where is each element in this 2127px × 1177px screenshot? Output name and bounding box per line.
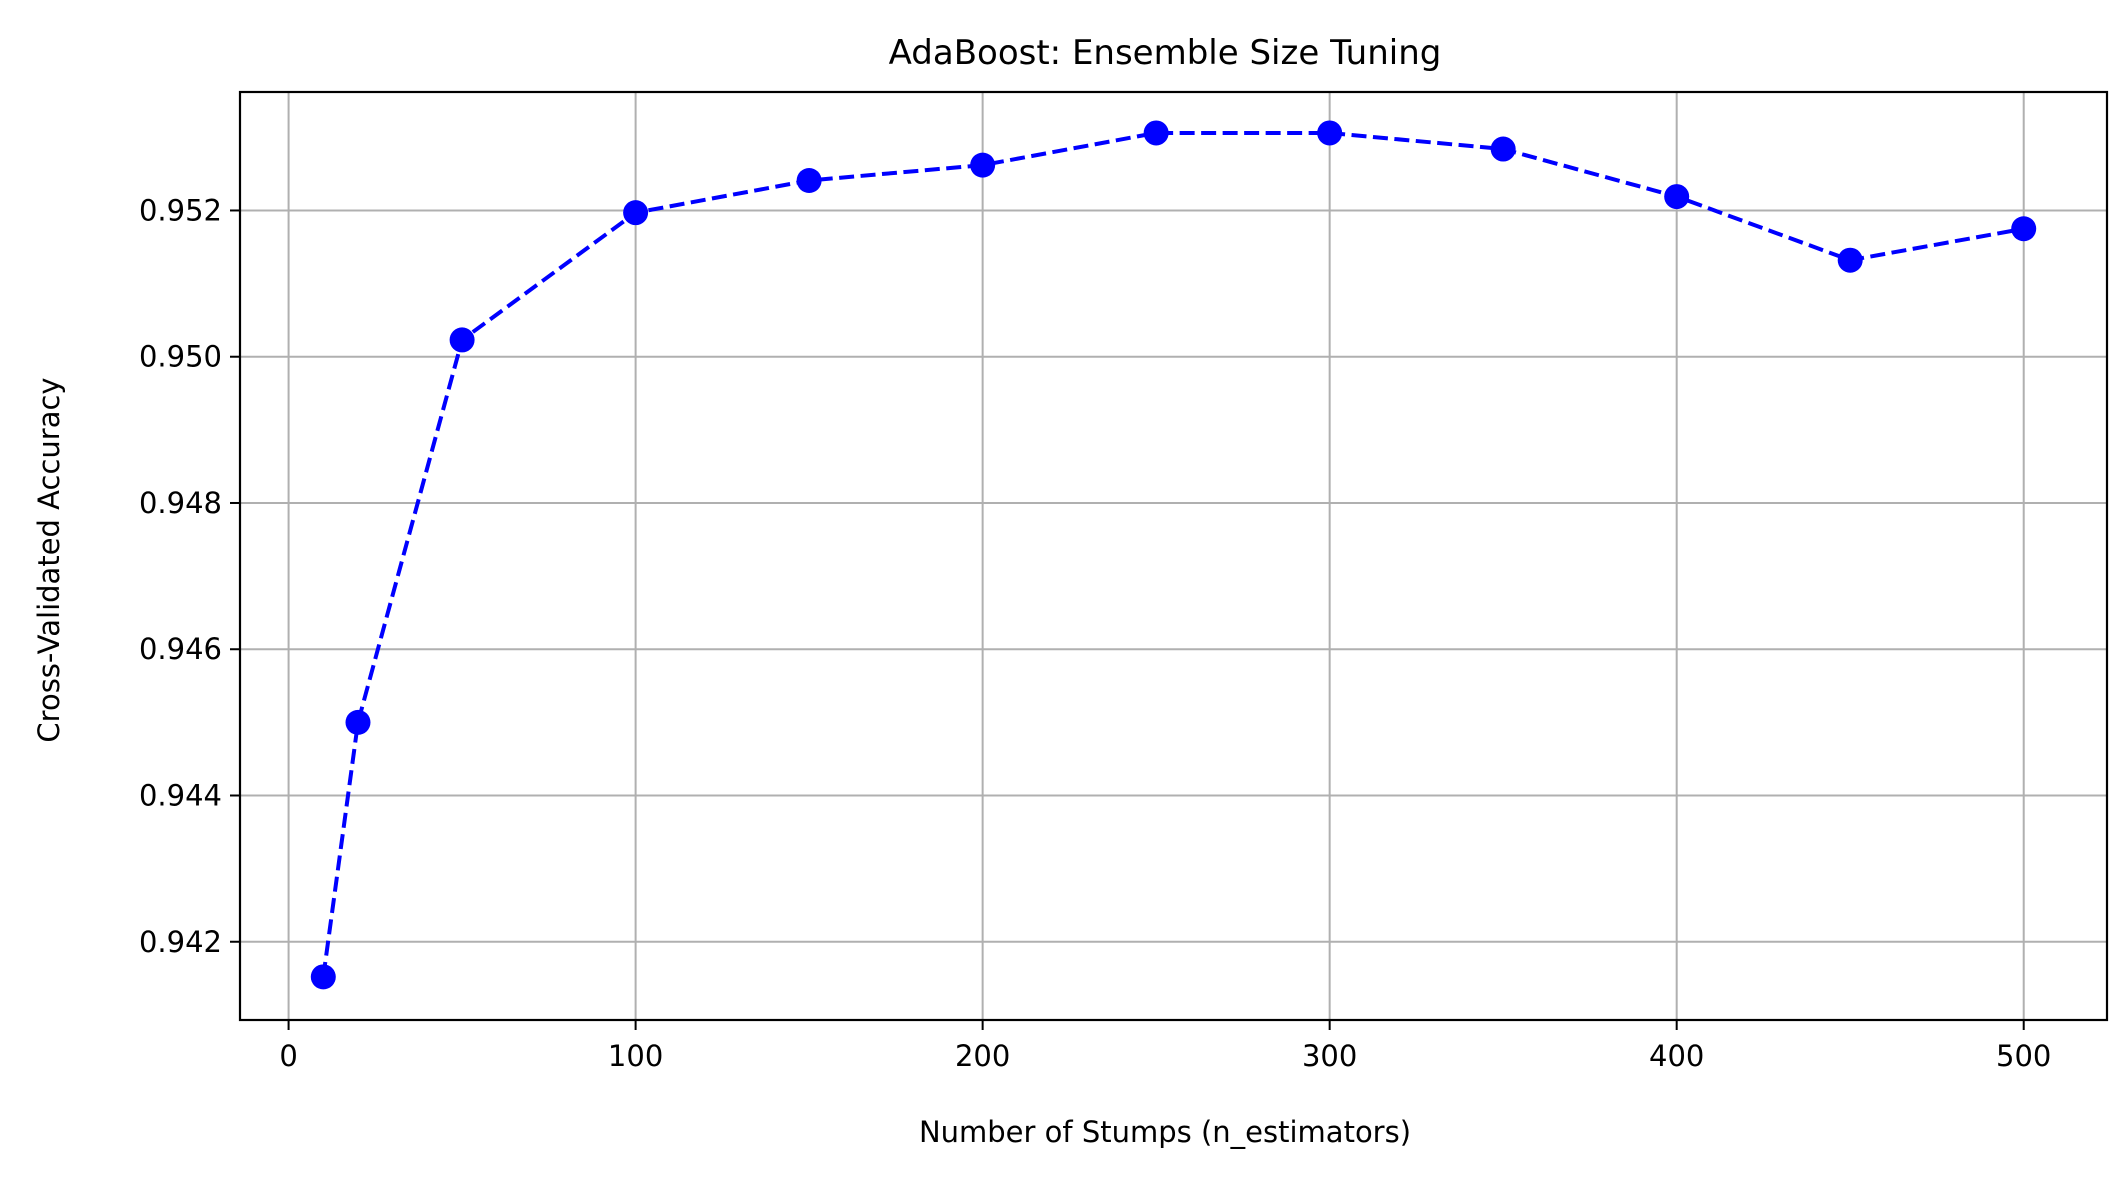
x-axis-label: Number of Stumps (n_estimators): [919, 1115, 1411, 1149]
y-axis-label: Cross-Validated Accuracy: [32, 377, 66, 742]
data-point: [2011, 216, 2037, 242]
data-point: [1664, 184, 1690, 210]
y-tick-label: 0.944: [139, 778, 222, 812]
x-tick-label: 300: [1302, 1039, 1357, 1073]
y-tick-label: 0.952: [139, 193, 222, 227]
axes-frame: [238, 90, 2109, 1022]
plot-frame: [238, 90, 2109, 1022]
data-point: [449, 327, 475, 353]
y-tick-label: 0.948: [139, 486, 222, 520]
data-point: [1143, 120, 1169, 146]
y-tick-label: 0.942: [139, 925, 222, 959]
grid-lines: [240, 92, 2107, 1020]
data-point: [1317, 120, 1343, 146]
y-tick-label: 0.950: [139, 340, 222, 374]
x-tick-label: 200: [955, 1039, 1010, 1073]
series-layer: [310, 120, 2037, 990]
data-point: [970, 152, 996, 178]
data-point: [1837, 247, 1863, 273]
y-tick-label: 0.946: [139, 632, 222, 666]
x-tick-label: 400: [1649, 1039, 1704, 1073]
data-point: [796, 167, 822, 193]
tick-marks-and-labels: 0 100 200 300 400 500 0.942 0.944 0.946 0.948 0.95…: [139, 193, 2051, 1073]
series-line: [321, 130, 2025, 978]
data-point: [623, 200, 649, 226]
data-point: [345, 709, 371, 735]
x-tick-label: 0: [279, 1039, 297, 1073]
data-point: [310, 964, 336, 990]
data-point: [1490, 136, 1516, 162]
x-tick-label: 100: [608, 1039, 663, 1073]
chart-title: AdaBoost: Ensemble Size Tuning: [889, 33, 1442, 73]
x-tick-label: 500: [1996, 1039, 2051, 1073]
